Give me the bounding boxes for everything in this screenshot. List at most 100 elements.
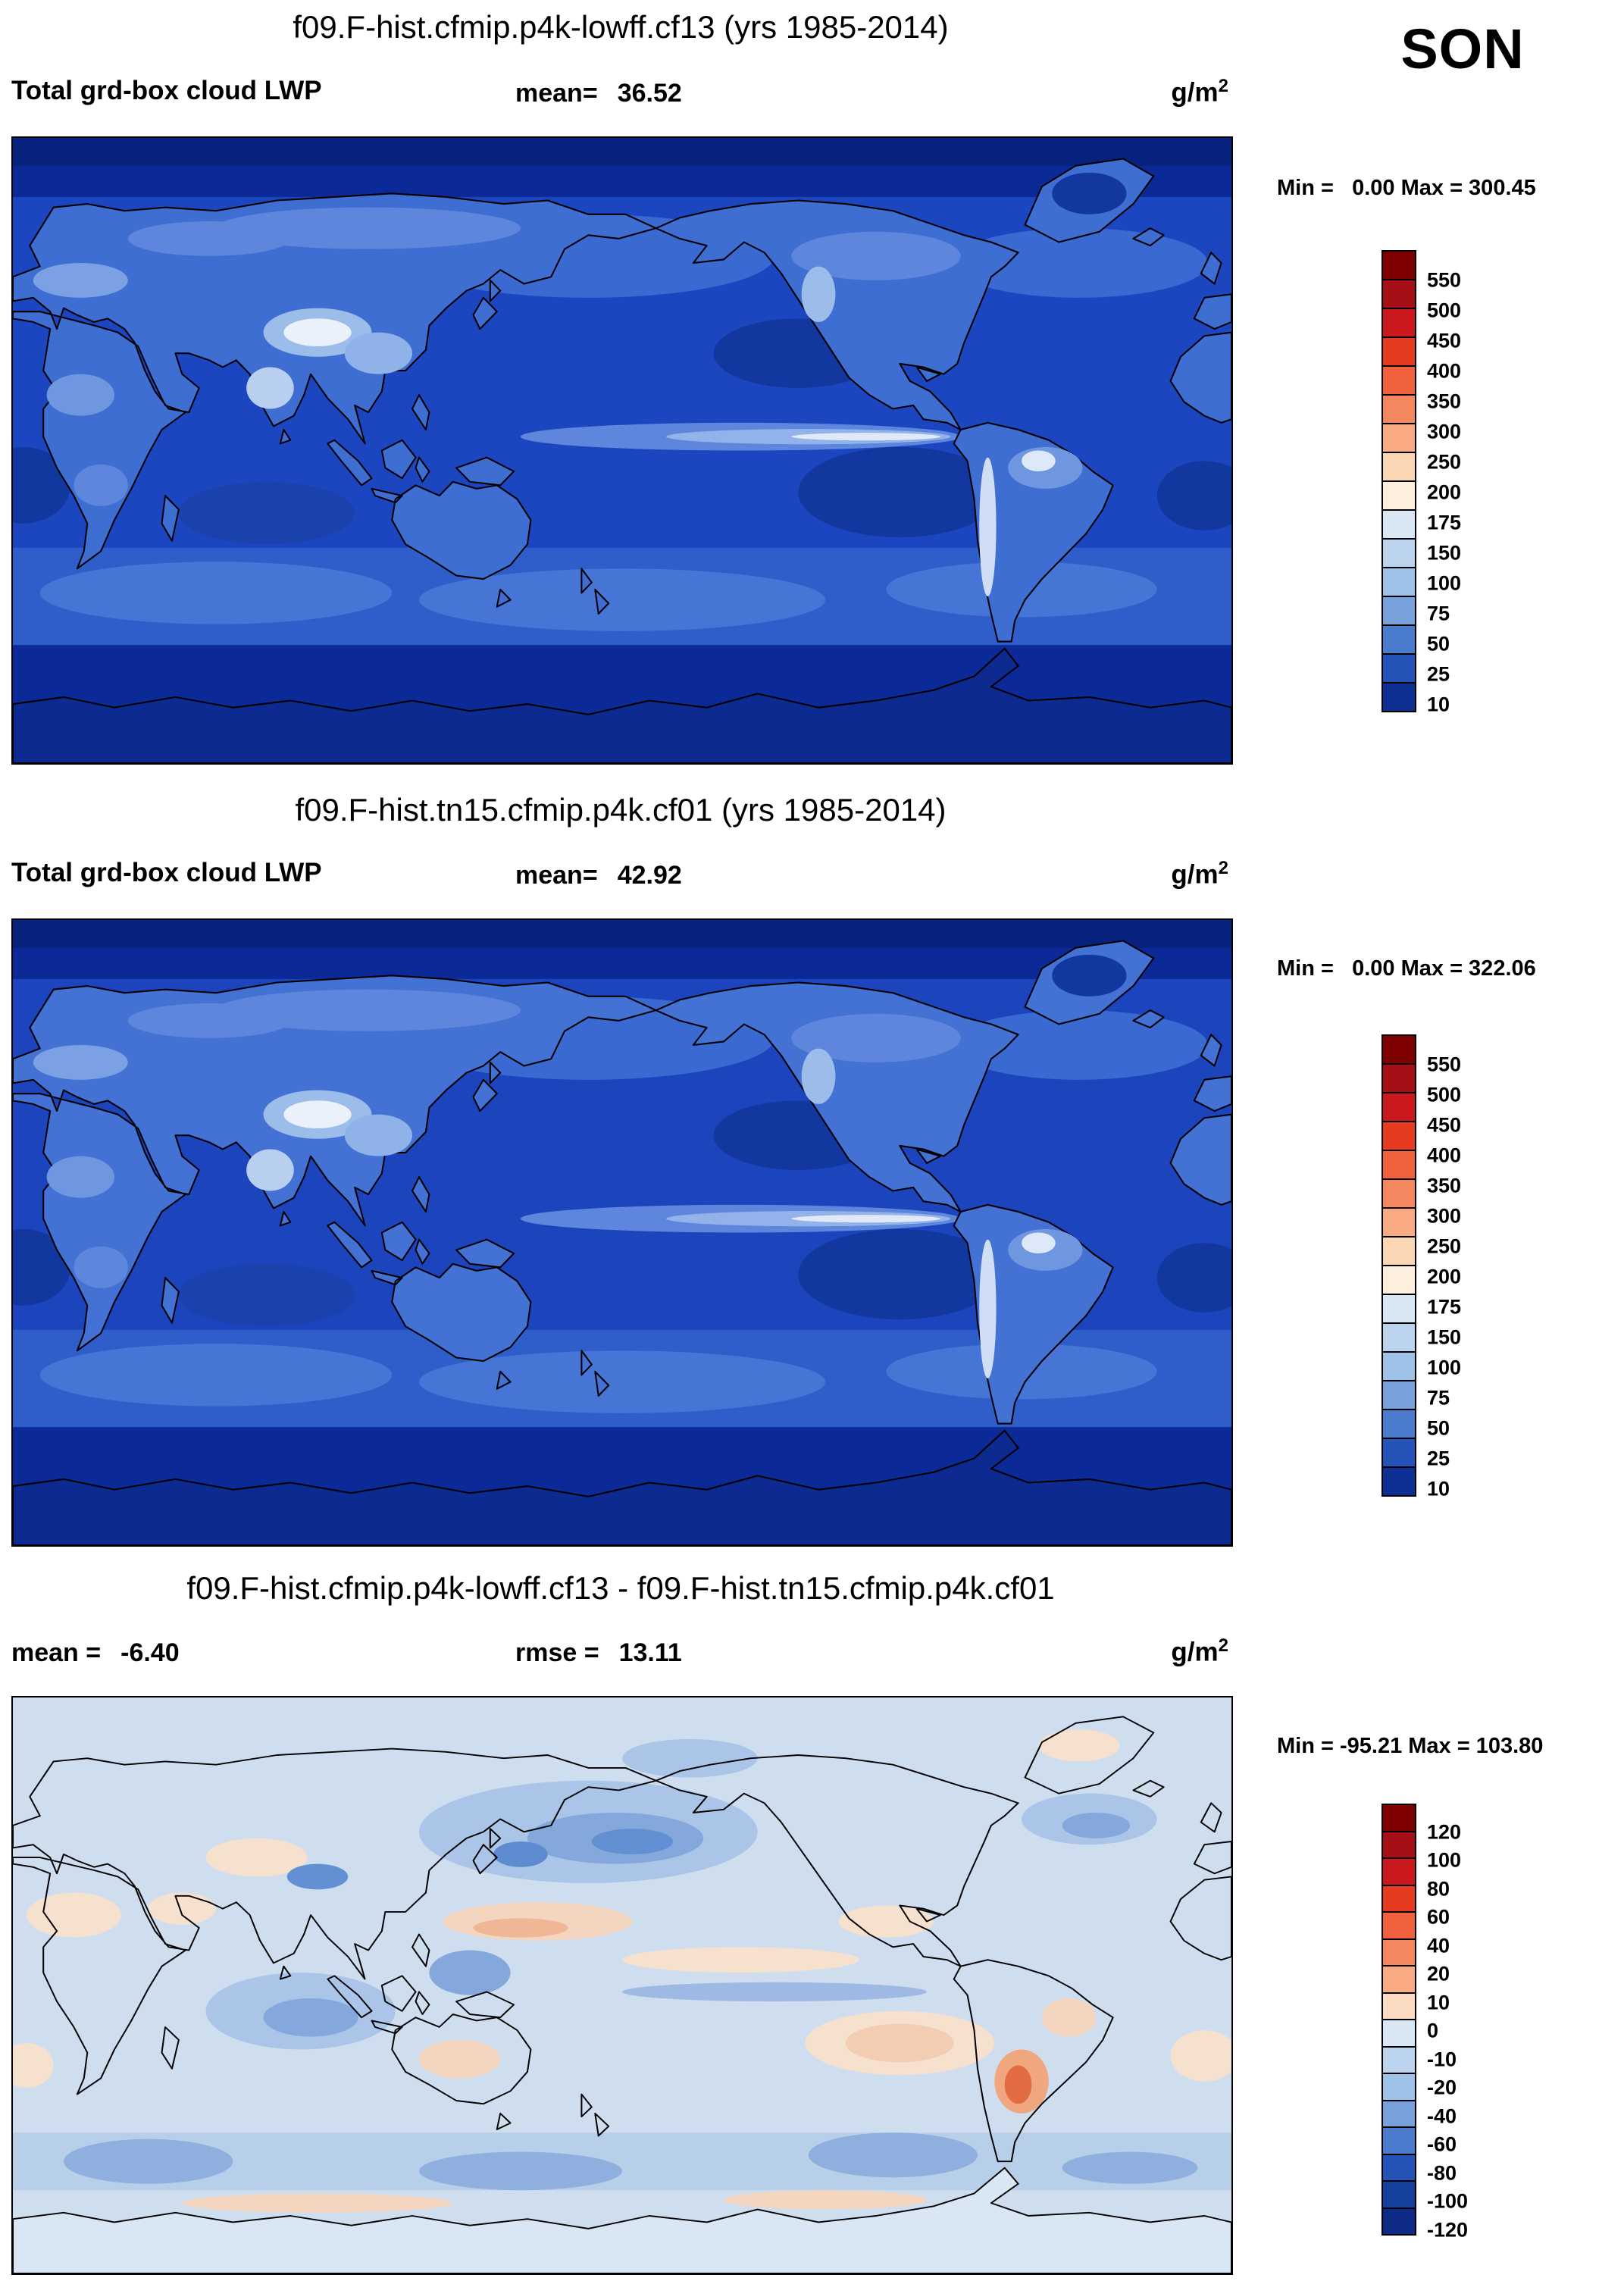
colorbar-tick-label: -100 [1427,2189,1469,2213]
colorbar-tick-label: 10 [1427,1477,1450,1500]
colorbar-tick-label: 75 [1427,1386,1450,1410]
colorbar-tick-label: 450 [1427,1113,1462,1137]
colorbar-tick-label: 100 [1427,1848,1462,1872]
colorbar-cell [1381,1322,1416,1353]
colorbar-tick-label: 75 [1427,602,1450,625]
panel-2-map-svg [13,920,1231,1545]
colorbar-tick-label: 200 [1427,480,1462,504]
panel-1-mean-label: mean= [515,79,598,108]
colorbar-cell [1381,1236,1416,1266]
panel-3-colorbar: 120 100 80 60 40 20 10 0 -10 -20 -40 -60 -80 -100 -120 [1381,1804,1503,2241]
colorbar-tick-label: 300 [1427,1204,1462,1228]
colorbar-tick-label: 175 [1427,511,1462,534]
panel-2-mean-label: mean= [515,861,598,890]
panel-2-variable-label: Total grd-box cloud LWP [11,858,322,887]
colorbar-tick-label: 500 [1427,299,1462,322]
panel-3-map-svg [13,1697,1231,2273]
colorbar-tick-label: 450 [1427,329,1462,352]
colorbar-tick-label: 200 [1427,1265,1462,1288]
panel-1-units-exp: 2 [1218,76,1228,96]
colorbar-cell [1381,1938,1416,1967]
colorbar-cell [1381,1207,1416,1237]
panel-2-title: f09.F-hist.tn15.cfmip.p4k.cf01 (yrs 1985… [295,792,947,828]
colorbar-cell [1381,538,1416,568]
colorbar-cell [1381,1804,1416,1832]
colorbar-tick-label: 550 [1427,268,1462,292]
colorbar-tick-label: 300 [1427,420,1462,443]
colorbar-cell [1381,1121,1416,1151]
panel-3-map [11,1696,1233,2275]
colorbar-cell [1381,1466,1416,1497]
colorbar-tick-label: -20 [1427,2076,1457,2099]
colorbar-tick-label: 150 [1427,1325,1462,1349]
colorbar-tick-label: 350 [1427,390,1462,413]
colorbar-tick-label: 10 [1427,693,1450,716]
colorbar-tick-label: 250 [1427,1234,1462,1258]
colorbar-cell [1381,336,1416,367]
colorbar-tick-label: 500 [1427,1083,1462,1106]
panel-1-map [11,136,1233,765]
colorbar-cell [1381,480,1416,511]
colorbar-cell [1381,365,1416,396]
colorbar-tick-label: 100 [1427,1356,1462,1379]
colorbar-tick-label: -80 [1427,2161,1457,2184]
panel-2-units-exp: 2 [1218,858,1228,878]
colorbar-tick-label: 25 [1427,1447,1450,1470]
colorbar-cell [1381,1092,1416,1122]
colorbar-tick-label: 120 [1427,1820,1462,1843]
panel-1-colorbar: 550 500 450 400 350 300 250 200 175 150 100 75 50 25 1… [1381,250,1503,716]
panel-2-mean: mean= 42.92 [515,861,682,890]
colorbar-cell [1381,2073,1416,2101]
colorbar-tick-label: 25 [1427,662,1450,686]
colorbar-cell [1381,653,1416,684]
panel-3-units-base: g/m [1171,1637,1219,1667]
colorbar-tick-label: 175 [1427,1295,1462,1319]
colorbar-cell [1381,1351,1416,1381]
colorbar-tick-label: 350 [1427,1174,1462,1197]
colorbar-tick-label: 0 [1427,2019,1439,2042]
panel-3-units: g/m2 [1171,1635,1228,1668]
panel-1-mean: mean= 36.52 [515,79,682,108]
colorbar-cell [1381,2153,1416,2182]
colorbar-tick-label: -40 [1427,2104,1457,2127]
colorbar-cell [1381,509,1416,540]
colorbar-cell [1381,308,1416,338]
panel-2-colorbar: 550 500 450 400 350 300 250 200 175 150 100 75 50 25 1… [1381,1034,1503,1500]
colorbar-cell [1381,1965,1416,1994]
colorbar-tick-label: 550 [1427,1053,1462,1076]
panel-1-mean-value: 36.52 [617,79,682,108]
colorbar-cell [1381,1178,1416,1209]
panel-3-minmax: Min = -95.21 Max = 103.80 [1277,1734,1544,1758]
colorbar-cell [1381,1265,1416,1295]
colorbar-cell [1381,1150,1416,1180]
colorbar-cell [1381,2019,1416,2048]
panel-2-map [11,918,1233,1547]
colorbar-cell [1381,1911,1416,1940]
panel-1-minmax: Min = 0.00 Max = 300.45 [1277,176,1536,200]
colorbar-tick-label: 400 [1427,359,1462,383]
panel-3-mean-value: -6.40 [120,1638,180,1667]
colorbar-cell [1381,452,1416,482]
colorbar-cell [1381,250,1416,280]
panel-1-variable-label: Total grd-box cloud LWP [11,76,322,105]
colorbar-cell [1381,1438,1416,1468]
panel-1-stats-row: Total grd-box cloud LWP mean= 36.52 g/m2 [11,76,1230,111]
panel-3-title: f09.F-hist.cfmip.p4k-lowff.cf13 - f09.F-… [186,1570,1055,1606]
colorbar-cell [1381,624,1416,655]
panel-1-units: g/m2 [1171,76,1228,108]
panel-3-rmse-label: rmse = [515,1638,599,1667]
colorbar-cell [1381,2207,1416,2236]
colorbar-tick-label: 80 [1427,1877,1450,1900]
colorbar-tick-label: 150 [1427,541,1462,565]
colorbar-cell [1381,2045,1416,2074]
panel-3-stats-row: mean = -6.40 rmse = 13.11 g/m2 [11,1635,1230,1670]
panel-3-rmse: rmse = 13.11 [515,1638,682,1668]
panel-2-minmax: Min = 0.00 Max = 322.06 [1277,956,1536,981]
colorbar-tick-label: -60 [1427,2132,1457,2156]
colorbar-cell [1381,1409,1416,1439]
panel-2-units-base: g/m [1171,859,1219,890]
panel-1-title: f09.F-hist.cfmip.p4k-lowff.cf13 (yrs 198… [293,9,949,45]
colorbar-tick-label: 250 [1427,450,1462,474]
colorbar-cell [1381,2180,1416,2209]
